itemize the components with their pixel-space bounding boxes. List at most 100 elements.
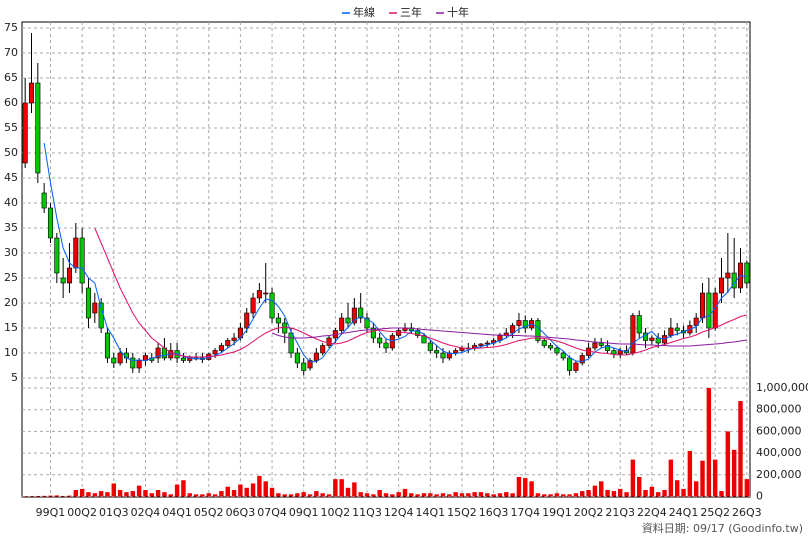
candle-body xyxy=(554,347,560,354)
volume-bar xyxy=(383,493,389,497)
volume-bar xyxy=(244,487,249,497)
volume-bar xyxy=(719,491,724,497)
candle-body xyxy=(307,360,313,369)
volume-bar xyxy=(649,486,655,497)
volume-bar xyxy=(618,488,623,497)
candle-body xyxy=(358,307,364,319)
x-tick-label: 04Q1 xyxy=(162,506,192,519)
x-tick-label: 99Q1 xyxy=(36,506,66,519)
candle-body xyxy=(674,327,680,331)
volume-bar xyxy=(573,493,579,497)
x-tick-label: 00Q2 xyxy=(67,506,97,519)
candle-body xyxy=(434,350,440,354)
volume-bar xyxy=(548,494,553,497)
volume-bar xyxy=(181,480,186,497)
candle-body xyxy=(339,317,345,331)
candle-body xyxy=(725,272,731,279)
volume-bar xyxy=(314,491,319,497)
volume-bar xyxy=(143,489,148,497)
y-tick-label: 75 xyxy=(4,21,18,34)
candle-body xyxy=(636,315,642,334)
x-tick-label: 22Q4 xyxy=(637,506,667,519)
volume-bar xyxy=(276,493,281,497)
candle-body xyxy=(212,350,218,355)
volume-bar xyxy=(111,483,117,497)
volume-bar xyxy=(168,494,173,497)
candle-body xyxy=(244,312,250,329)
volume-bar xyxy=(35,495,41,497)
volume-bar xyxy=(86,492,91,497)
y2-tick-label: 1,000,000 xyxy=(756,381,808,394)
x-tick-label: 07Q4 xyxy=(257,506,287,519)
volume-bar xyxy=(586,489,591,497)
volume-bar xyxy=(345,487,351,497)
volume-bar xyxy=(67,495,72,497)
volume-bar xyxy=(580,491,585,497)
volume-bar xyxy=(105,492,110,497)
volume-bar xyxy=(567,494,572,497)
volume-bar xyxy=(307,494,313,497)
y2-tick-label: 600,000 xyxy=(756,424,802,437)
volume-bar xyxy=(206,493,211,497)
volume-bar xyxy=(231,489,237,497)
candle-body xyxy=(66,267,72,284)
volume-bar xyxy=(643,489,648,497)
y-tick-label: 5 xyxy=(11,371,18,384)
candle-body xyxy=(136,360,142,369)
y-tick-label: 25 xyxy=(4,271,18,284)
candle-body xyxy=(541,340,547,346)
candle-body xyxy=(345,317,351,324)
volume-bar xyxy=(225,486,230,497)
candle-body xyxy=(440,352,446,359)
candle-body xyxy=(548,345,554,349)
volume-bar xyxy=(219,491,224,497)
candle-body xyxy=(516,320,522,326)
volume-bar xyxy=(149,493,154,497)
volume-bar xyxy=(554,493,560,497)
candle-body xyxy=(364,317,370,329)
y2-tick-label: 800,000 xyxy=(756,403,802,416)
candle-body xyxy=(598,342,604,346)
candle-body xyxy=(155,347,161,359)
volume-bar xyxy=(155,489,161,497)
volume-bar xyxy=(48,495,53,497)
volume-bar xyxy=(263,481,268,497)
candle-body xyxy=(117,352,123,364)
volume-bar xyxy=(529,481,534,497)
candle-body xyxy=(535,320,541,341)
plot-frame xyxy=(21,21,751,498)
volume-bar xyxy=(725,431,731,497)
candle-body xyxy=(60,277,66,284)
x-tick-label: 14Q1 xyxy=(415,506,445,519)
candle-body xyxy=(250,297,256,314)
candle-body xyxy=(427,342,433,351)
volume-bar xyxy=(79,488,85,497)
volume-bar xyxy=(447,494,452,497)
volume-bar xyxy=(402,488,408,497)
volume-bar xyxy=(712,459,718,497)
y-tick-label: 20 xyxy=(4,296,18,309)
volume-bar xyxy=(497,493,503,497)
candle-body xyxy=(225,340,231,346)
candle-body xyxy=(73,237,79,269)
candle-body xyxy=(700,292,706,319)
volume-bar xyxy=(624,492,629,497)
candle-body xyxy=(54,237,60,274)
candle-body xyxy=(693,317,699,326)
y-tick-label: 45 xyxy=(4,171,18,184)
source-note: 資料日期: 09/17 (Goodinfo.tw) xyxy=(642,521,803,535)
volume-bar xyxy=(516,476,522,497)
volume-bar xyxy=(693,481,699,497)
volume-bar xyxy=(409,493,414,497)
candle-body xyxy=(41,192,47,209)
y2-tick-label: 200,000 xyxy=(756,468,802,481)
x-tick-label: 12Q4 xyxy=(384,506,414,519)
volume-bar xyxy=(738,401,743,497)
volume-bar xyxy=(54,495,60,497)
candle-body xyxy=(649,337,655,341)
candle-body xyxy=(617,350,623,355)
volume-bar xyxy=(98,491,104,497)
volume-bar xyxy=(510,493,515,497)
volume-bar xyxy=(352,482,357,497)
x-tick-label: 06Q3 xyxy=(226,506,256,519)
